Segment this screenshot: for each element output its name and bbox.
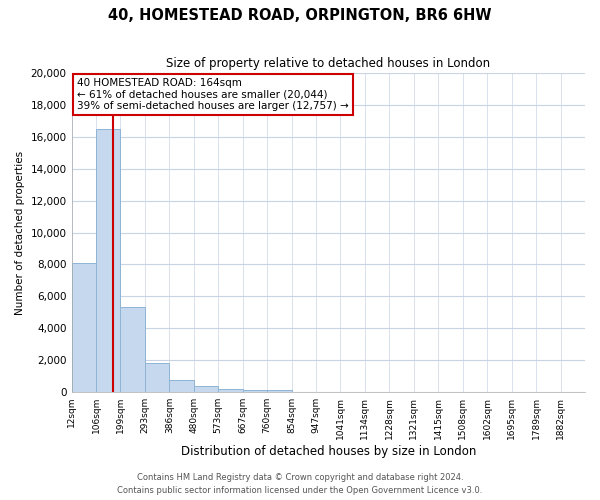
Y-axis label: Number of detached properties: Number of detached properties	[15, 150, 25, 314]
Bar	[121, 308, 145, 392]
Title: Size of property relative to detached houses in London: Size of property relative to detached ho…	[166, 58, 490, 70]
Bar	[218, 389, 242, 392]
Bar	[71, 263, 96, 392]
Bar	[169, 380, 194, 392]
Bar	[194, 386, 218, 392]
Bar	[145, 364, 169, 392]
Text: 40 HOMESTEAD ROAD: 164sqm
← 61% of detached houses are smaller (20,044)
39% of s: 40 HOMESTEAD ROAD: 164sqm ← 61% of detac…	[77, 78, 349, 111]
Bar	[96, 129, 121, 392]
Text: Contains HM Land Registry data © Crown copyright and database right 2024.
Contai: Contains HM Land Registry data © Crown c…	[118, 474, 482, 495]
Bar	[267, 390, 292, 392]
X-axis label: Distribution of detached houses by size in London: Distribution of detached houses by size …	[181, 444, 476, 458]
Text: 40, HOMESTEAD ROAD, ORPINGTON, BR6 6HW: 40, HOMESTEAD ROAD, ORPINGTON, BR6 6HW	[108, 8, 492, 22]
Bar	[242, 390, 267, 392]
